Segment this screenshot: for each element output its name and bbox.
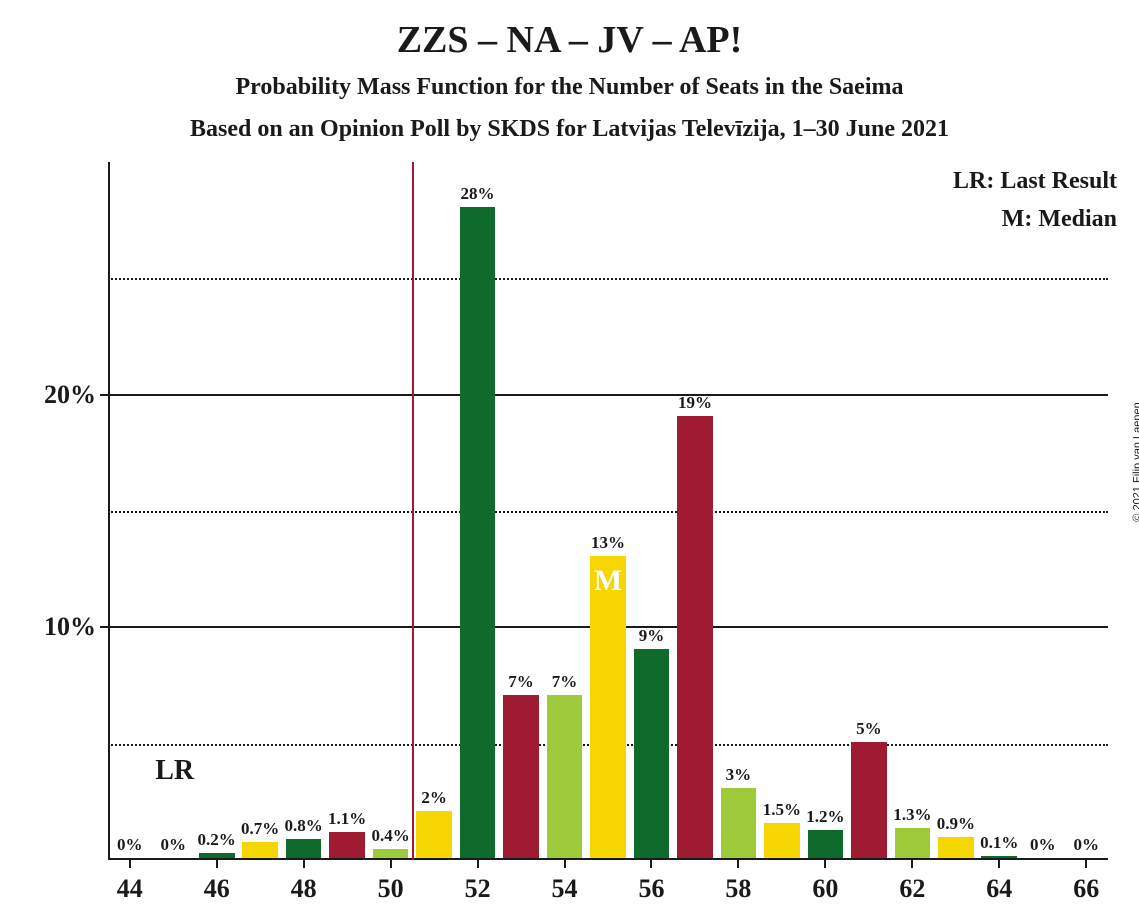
bar-value-label: 0%: [1073, 835, 1099, 858]
gridline-minor: [108, 278, 1108, 280]
last-result-line: [412, 162, 414, 860]
bar-value-label: 0.9%: [937, 814, 975, 837]
bar: 0.4%: [373, 849, 409, 858]
bar: 5%: [851, 742, 887, 858]
legend-last-result: LR: Last Result: [953, 168, 1117, 195]
bar-value-label: 0.7%: [241, 819, 279, 842]
x-axis-label: 58: [725, 860, 751, 904]
bar-value-label: 28%: [461, 184, 495, 207]
bar: 1.2%: [808, 830, 844, 858]
chart-subtitle-1: Probability Mass Function for the Number…: [0, 74, 1139, 101]
last-result-label: LR: [155, 755, 194, 787]
x-axis-label: 60: [812, 860, 838, 904]
bar-value-label: 19%: [678, 393, 712, 416]
bar-value-label: 2%: [421, 788, 447, 811]
bar: 13%: [590, 556, 626, 858]
bar-value-label: 1.5%: [763, 800, 801, 823]
bar: 2%: [416, 811, 452, 858]
bar: 1.1%: [329, 832, 365, 858]
bar: 3%: [721, 788, 757, 858]
bar-value-label: 0.2%: [198, 830, 236, 853]
bar-value-label: 1.1%: [328, 809, 366, 832]
bar-value-label: 0%: [1030, 835, 1056, 858]
x-axis-label: 52: [465, 860, 491, 904]
y-axis-label: 20%: [44, 380, 108, 410]
chart-title: ZZS – NA – JV – AP!: [0, 18, 1139, 62]
bar-value-label: 3%: [726, 765, 752, 788]
x-axis-label: 56: [638, 860, 664, 904]
copyright-text: © 2021 Filip van Laenen: [1131, 402, 1139, 521]
bar-value-label: 0%: [117, 835, 143, 858]
legend-median: M: Median: [1002, 206, 1117, 233]
bar: 19%: [677, 416, 713, 858]
x-axis-label: 66: [1073, 860, 1099, 904]
x-axis-label: 46: [204, 860, 230, 904]
bar: 0.7%: [242, 842, 278, 858]
x-axis-label: 54: [552, 860, 578, 904]
bar: 1.5%: [764, 823, 800, 858]
bar: 0.8%: [286, 839, 322, 858]
bar-value-label: 5%: [856, 719, 882, 742]
bar-value-label: 7%: [508, 672, 534, 695]
x-axis-label: 50: [378, 860, 404, 904]
x-axis-line: [108, 858, 1108, 860]
bar: 1.3%: [895, 828, 931, 858]
bar-value-label: 7%: [552, 672, 578, 695]
bar: 0.1%: [981, 856, 1017, 858]
bar-value-label: 13%: [591, 533, 625, 556]
bar-value-label: 1.2%: [806, 807, 844, 830]
bar-value-label: 0.4%: [371, 826, 409, 849]
gridline-minor: [108, 511, 1108, 513]
x-axis-label: 64: [986, 860, 1012, 904]
bar-value-label: 0.8%: [285, 816, 323, 839]
bar: 7%: [503, 695, 539, 858]
x-axis-label: 48: [291, 860, 317, 904]
chart-subtitle-2: Based on an Opinion Poll by SKDS for Lat…: [0, 116, 1139, 143]
y-axis-label: 10%: [44, 612, 108, 642]
plot-area: 10%20%4446485052545658606264660%0%0.2%0.…: [108, 162, 1108, 860]
bar-value-label: 1.3%: [893, 805, 931, 828]
median-marker: M: [594, 564, 622, 598]
bar-value-label: 0.1%: [980, 833, 1018, 856]
bar: 7%: [547, 695, 583, 858]
bar-value-label: 9%: [639, 626, 665, 649]
bar: 28%: [460, 207, 496, 858]
chart-container: ZZS – NA – JV – AP! Probability Mass Fun…: [0, 0, 1139, 924]
bar-value-label: 0%: [160, 835, 186, 858]
x-axis-label: 62: [899, 860, 925, 904]
bar: 9%: [634, 649, 670, 858]
gridline-major: [108, 394, 1108, 396]
x-axis-label: 44: [117, 860, 143, 904]
bar: 0.2%: [199, 853, 235, 858]
bar: 0.9%: [938, 837, 974, 858]
